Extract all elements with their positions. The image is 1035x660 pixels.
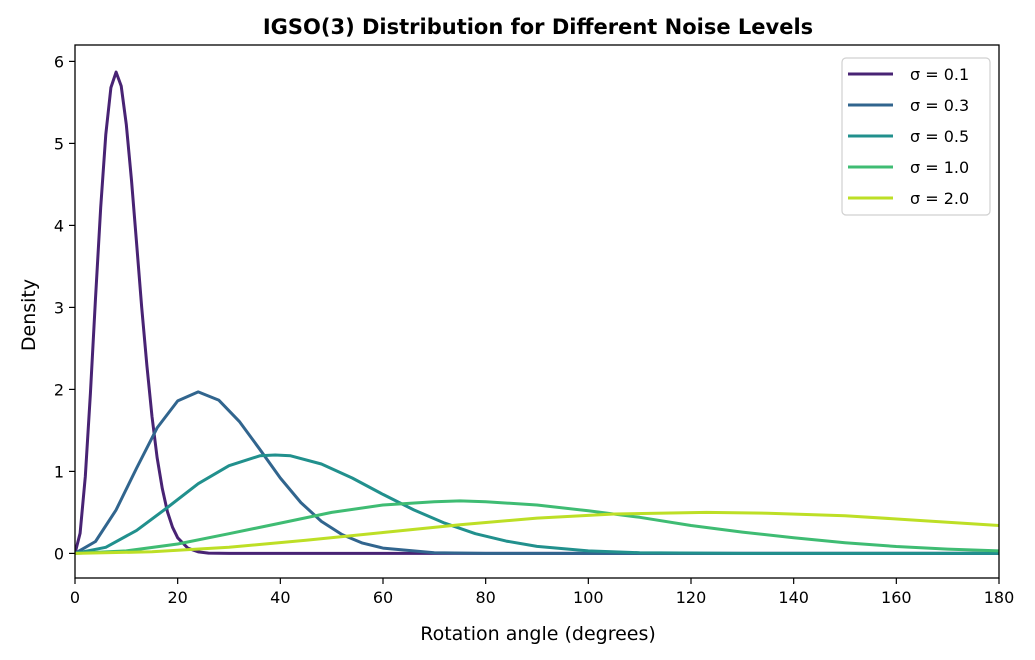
- legend-box: [841, 57, 991, 216]
- x-tick-label-8: 160: [881, 588, 912, 607]
- legend-label-2: σ = 0.5: [910, 127, 969, 146]
- legend-label-4: σ = 2.0: [910, 189, 969, 208]
- x-tick-label-4: 80: [475, 588, 495, 607]
- y-tick-label-3: 3: [54, 298, 64, 317]
- series-line-0: [75, 70, 999, 555]
- x-tick-label-9: 180: [984, 588, 1015, 607]
- legend-label-3: σ = 1.0: [910, 158, 969, 177]
- y-tick-label-4: 4: [54, 216, 64, 235]
- x-tick-label-0: 0: [70, 588, 80, 607]
- series-line-1: [75, 390, 999, 555]
- plot-area: 0 20 40 60 80 100 120 140 160 180 0 1 2 3 4 5 6: [54, 44, 1015, 607]
- series-line-3: [75, 499, 999, 555]
- legend: σ = 0.1 σ = 0.3 σ = 0.5 σ = 1.0 σ = 2.0: [841, 57, 991, 216]
- legend-label-1: σ = 0.3: [910, 96, 969, 115]
- y-tick-label-1: 1: [54, 462, 64, 481]
- y-tick-label-6: 6: [54, 52, 64, 71]
- x-tick-label-3: 60: [373, 588, 393, 607]
- x-tick-label-1: 20: [167, 588, 187, 607]
- series-line-4: [75, 510, 999, 555]
- y-tick-label-0: 0: [54, 544, 64, 563]
- x-tick-label-6: 120: [676, 588, 707, 607]
- x-tick-label-7: 140: [778, 588, 809, 607]
- series-line-2: [75, 453, 999, 555]
- chart-title: IGSO(3) Distribution for Different Noise…: [263, 15, 813, 39]
- x-axis-label: Rotation angle (degrees): [420, 623, 656, 645]
- axes-frame: [74, 44, 1000, 579]
- legend-label-0: σ = 0.1: [910, 65, 969, 84]
- y-tick-label-5: 5: [54, 134, 64, 153]
- series-group: [75, 70, 999, 555]
- x-tick-label-2: 40: [270, 588, 290, 607]
- y-tick-label-2: 2: [54, 380, 64, 399]
- y-axis-label: Density: [18, 279, 40, 351]
- x-tick-label-5: 100: [573, 588, 604, 607]
